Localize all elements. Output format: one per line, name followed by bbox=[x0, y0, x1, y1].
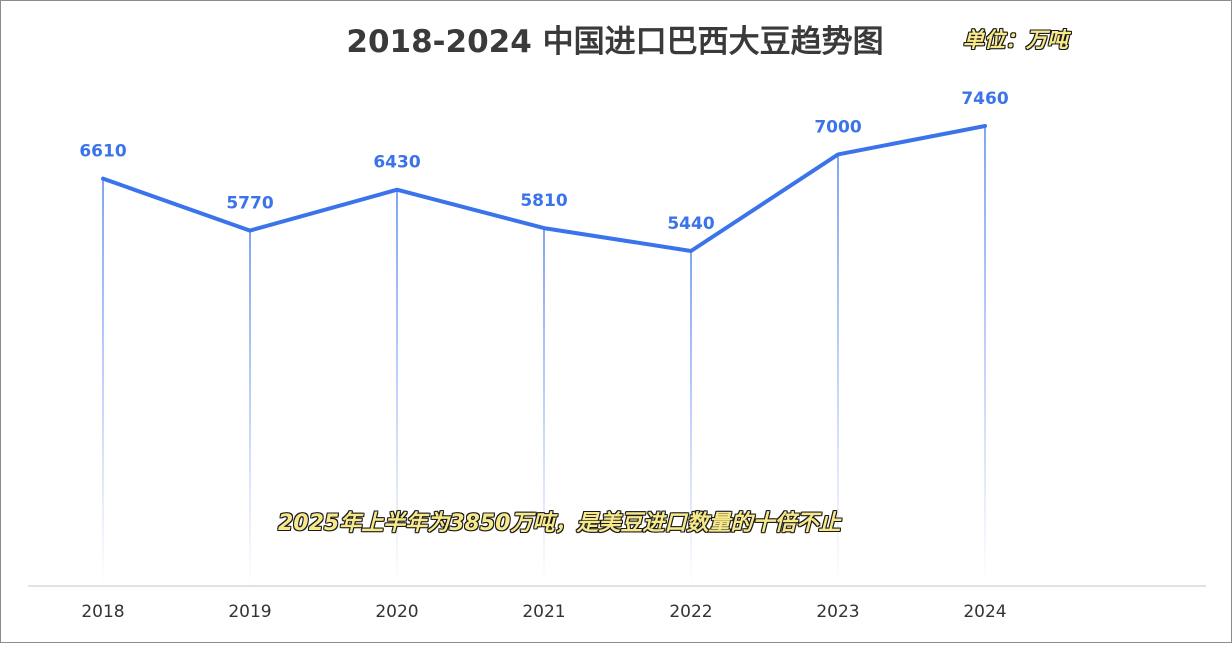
x-tick-label: 2019 bbox=[228, 602, 271, 622]
data-labels: 6610 5770 6430 5810 5440 7000 7460 bbox=[79, 89, 1008, 234]
drop-line-2023 bbox=[837, 154, 839, 587]
x-tick-label: 2022 bbox=[669, 602, 712, 622]
data-label: 5770 bbox=[226, 194, 273, 214]
data-label: 7000 bbox=[814, 117, 861, 137]
data-label: 5810 bbox=[520, 191, 567, 211]
series-line bbox=[101, 124, 987, 253]
data-label: 7460 bbox=[961, 89, 1008, 109]
data-label: 5440 bbox=[667, 214, 714, 234]
x-tick-label: 2018 bbox=[81, 602, 124, 622]
chart-frame bbox=[0, 0, 1232, 643]
drop-line-2019 bbox=[249, 230, 251, 586]
x-tick-label: 2020 bbox=[375, 602, 418, 622]
x-axis-ticks: 2018 2019 2020 2021 2022 2023 2024 bbox=[81, 602, 1006, 622]
drop-line-2018 bbox=[102, 178, 104, 587]
data-label: 6610 bbox=[79, 142, 126, 162]
x-tick-label: 2023 bbox=[816, 602, 859, 622]
unit-label: 单位：万吨 bbox=[963, 28, 1068, 52]
data-label: 6430 bbox=[373, 153, 420, 173]
drop-line-2021 bbox=[543, 228, 545, 587]
x-tick-label: 2021 bbox=[522, 602, 565, 622]
drop-line-2020 bbox=[396, 189, 398, 587]
x-tick-label: 2024 bbox=[963, 602, 1006, 622]
drop-lines bbox=[102, 126, 986, 587]
chart-title: 2018-2024 中国进口巴西大豆趋势图 bbox=[346, 24, 884, 60]
drop-line-2022 bbox=[690, 251, 692, 586]
chart-annotation: 2025年上半年为3850万吨，是美豆进口数量的十倍不止 bbox=[278, 511, 841, 536]
drop-line-2024 bbox=[984, 126, 986, 586]
